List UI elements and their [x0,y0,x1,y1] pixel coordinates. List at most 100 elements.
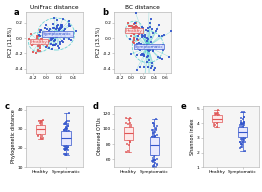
Point [48,42,53,45]
Point [146,54,150,57]
Point [152,158,157,161]
Point [62,140,66,143]
Point [64,128,68,131]
Point [54,24,59,27]
Point [40,135,44,138]
Point [155,133,159,136]
Point [152,163,156,166]
Point [40,37,44,41]
Point [142,54,146,57]
Point [146,49,150,52]
Point [152,159,156,162]
Point [42,34,46,37]
Point [214,112,218,115]
Point [154,129,159,132]
Point [141,87,145,90]
Point [36,135,40,138]
Point [126,150,130,153]
Point [242,129,246,132]
Point [40,127,44,130]
Point [62,128,66,131]
PathPatch shape [238,127,248,137]
Point [243,140,247,143]
Y-axis label: PC2 (11.8%): PC2 (11.8%) [8,27,13,57]
Point [242,127,246,130]
Point [126,123,130,126]
Point [57,47,61,50]
Point [53,38,58,41]
Point [43,31,48,34]
Point [152,166,156,169]
Point [239,135,243,138]
Point [139,25,144,28]
Point [37,34,41,37]
Point [146,30,150,33]
Point [243,130,247,133]
Point [124,132,128,135]
Point [241,122,245,126]
Point [149,67,153,70]
Point [64,130,69,133]
Point [62,140,67,143]
Point [64,138,68,141]
Point [66,145,70,148]
Point [128,122,132,125]
Point [148,48,152,51]
Point [156,56,160,59]
Point [151,166,155,169]
Point [150,160,155,163]
Point [62,132,66,136]
Point [238,127,242,130]
Point [240,124,244,127]
Point [152,141,157,144]
Point [42,31,46,34]
Point [130,32,135,35]
Point [154,166,158,169]
Point [151,68,156,71]
Point [151,159,155,162]
Title: UniFrac distance: UniFrac distance [30,5,79,10]
Point [132,32,136,35]
Point [51,43,55,46]
Point [63,149,67,152]
Point [135,38,139,41]
Point [216,120,220,123]
Point [66,122,70,125]
Text: d: d [93,102,99,111]
Point [64,147,68,150]
Point [40,38,44,41]
Point [145,56,149,59]
Point [39,127,43,130]
Point [151,121,155,124]
Point [49,38,53,41]
Point [125,138,130,141]
Point [239,122,243,125]
Point [65,147,69,151]
Point [125,142,129,145]
Point [66,141,70,144]
Point [63,132,67,136]
Point [242,115,246,118]
Point [242,111,246,114]
Point [62,131,66,134]
Point [140,52,144,55]
Point [239,133,244,136]
Point [128,139,132,142]
Point [135,38,140,41]
Point [56,24,60,27]
Point [56,45,60,48]
Point [63,128,67,131]
Point [51,26,55,29]
Point [124,129,129,132]
Point [38,130,42,133]
Point [239,130,243,133]
Point [125,133,129,136]
Point [152,140,156,143]
Point [240,144,244,147]
Point [238,122,243,125]
Point [155,138,159,141]
Point [67,111,71,114]
Point [133,27,137,30]
Point [213,120,217,123]
Y-axis label: Observed OTUs: Observed OTUs [96,118,101,155]
